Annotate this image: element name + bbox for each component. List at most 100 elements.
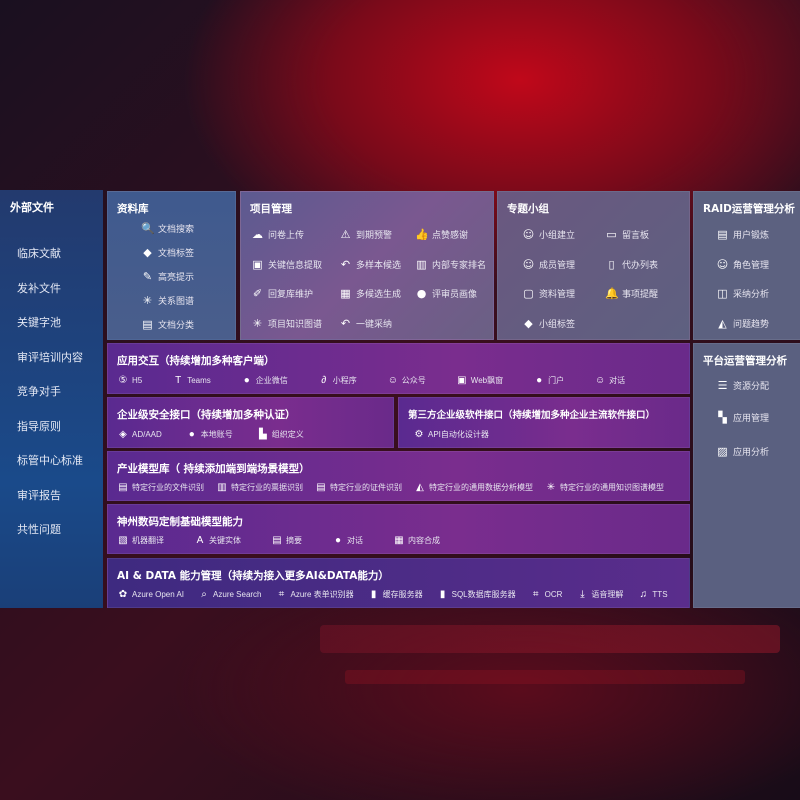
panel-title: 专题小组 [507,203,549,215]
sidebar-item[interactable]: 临床文献 [17,247,61,260]
feature-item[interactable]: ☺ 小组建立 [522,228,575,241]
feature-label: 特定行业的文件识别 [132,483,204,492]
sidebar-item[interactable]: 竞争对手 [17,385,61,398]
feature-item[interactable]: ▤ 特定行业的证件识别 [315,482,402,493]
feature-item[interactable]: ♫ TTS [637,589,668,600]
feature-item[interactable]: ⑤ H5 [117,375,143,386]
reply-icon: ↶ [340,317,351,330]
feature-item[interactable]: ✳ 关系图谱 [141,294,194,307]
feature-item[interactable]: ▙ 组织定义 [257,429,304,440]
id-card-icon: ▤ [717,228,728,241]
feature-item[interactable]: ☺ 对话 [594,375,625,386]
feature-item[interactable]: ▚ 应用管理 [716,411,769,424]
alarm-icon: ⚠ [340,228,351,241]
feature-item[interactable]: ▥ 内部专家排名 [415,258,486,271]
feature-item[interactable]: ◈ AD/AAD [117,429,162,440]
feature-label: 成员管理 [539,261,576,271]
feature-item[interactable]: ☁ 问卷上传 [251,228,304,241]
feature-item[interactable]: 🔔 事项提醒 [605,287,658,300]
feature-item[interactable]: ✿ Azure Open AI [117,589,184,600]
feature-label: 问题趋势 [733,320,770,330]
sidebar-item[interactable]: 标管中心标准 [17,454,83,467]
feature-item[interactable]: ▭ 留言板 [605,228,649,241]
feature-item[interactable]: ◭ 问题趋势 [716,317,769,330]
feature-item[interactable]: ↶ 一键采纳 [339,317,392,330]
sidebar-item[interactable]: 关键字池 [17,316,61,329]
panel-security: 企业级安全接口（持续增加多种认证） ◈ AD/AAD ● 本地账号 ▙ 组织定义 [107,397,394,448]
feature-label: 多候选生成 [356,290,402,300]
feature-item[interactable]: ▦ 内容合成 [393,535,440,546]
feature-item[interactable]: ⤓ 语音理解 [576,589,623,600]
feature-label: 小组标签 [539,320,576,330]
feature-item[interactable]: ▤ 用户锻炼 [716,228,769,241]
feature-item[interactable]: ● 对话 [332,535,363,546]
sidebar-item[interactable]: 发补文件 [17,281,61,295]
feature-item[interactable]: ▨ 应用分析 [716,445,769,458]
feature-item[interactable]: ✳ 项目知识图谱 [251,317,322,330]
feature-item[interactable]: ● 评审员画像 [415,287,477,300]
feature-label: TTS [652,590,668,599]
feature-item[interactable]: ✎ 高亮提示 [141,270,194,283]
feature-label: 关键实体 [209,536,241,545]
feature-item[interactable]: ◆ 文档标签 [141,246,194,259]
feature-item[interactable]: ⌗ Azure 表单识别器 [276,589,354,600]
feature-item[interactable]: ▤ 特定行业的文件识别 [117,482,204,493]
feature-item[interactable]: ▥ 特定行业的票据识别 [216,482,303,493]
feature-item[interactable]: ◆ 小组标签 [522,317,575,330]
feature-label: Azure Search [213,590,262,599]
sidebar-item[interactable]: 指导原则 [17,419,61,433]
feature-item[interactable]: ▤ 文档分类 [141,318,194,331]
sidebar-item[interactable]: 共性问题 [17,523,61,536]
sidebar-item[interactable]: 审评培训内容 [17,350,83,364]
gear-icon: ⚙ [414,429,424,440]
feature-item[interactable]: ☺ 成员管理 [522,258,575,271]
feature-label: 本地账号 [200,430,233,439]
feature-item[interactable]: ▣ Web飘窗 [456,375,503,386]
feature-label: 小组建立 [539,231,576,241]
feature-label: 小程序 [332,376,357,385]
feature-item[interactable]: ▯ 代办列表 [605,258,658,271]
feature-label: 特定行业的通用知识图谱模型 [560,483,664,492]
feature-item[interactable]: ◭ 特定行业的通用数据分析模型 [414,482,533,493]
panel-platform: 平台运营管理分析 ☰ 资源分配 ▚ 应用管理 ▨ 应用分析 [693,343,800,608]
feature-item[interactable]: ✳ 特定行业的通用知识图谱模型 [545,482,664,493]
receipt-icon: ▥ [217,482,227,493]
feature-item[interactable]: ● 企业微信 [241,375,288,386]
feature-item[interactable]: ▮ 缓存服务器 [368,589,423,600]
feature-item[interactable]: ↶ 多样本候选 [339,258,401,271]
feature-item[interactable]: ● 门户 [533,375,564,386]
feature-item[interactable]: ◫ 采纳分析 [716,287,769,300]
users-icon: ☺ [716,258,729,271]
feature-item[interactable]: 👍 点赞感谢 [415,228,468,241]
feature-item[interactable]: ☺ 公众号 [387,375,426,386]
feature-item[interactable]: ▮ SQL数据库服务器 [437,589,516,600]
feature-item[interactable]: ▦ 多候选生成 [339,287,401,300]
feature-item[interactable]: 🔍 文档搜索 [141,222,194,235]
trend-icon: ◭ [718,317,727,330]
feature-item[interactable]: ⌗ OCR [530,589,563,600]
feature-item[interactable]: ▢ 资料管理 [522,287,575,300]
panel-thirdparty: 第三方企业级软件接口（持续增加多种企业主流软件接口） ⚙ API自动化设计器 [398,397,690,448]
feature-item[interactable]: ☰ 资源分配 [716,379,769,392]
reply-icon: ↶ [340,258,351,271]
feature-item[interactable]: ⚙ API自动化设计器 [413,429,489,440]
feature-label: 事项提醒 [622,290,659,300]
feature-item[interactable]: ⌕ Azure Search [198,589,261,600]
feature-item[interactable]: ▣ 关键信息提取 [251,258,322,271]
sidebar-item[interactable]: 审评报告 [17,488,61,502]
thumbs-up-icon: 👍 [415,228,429,241]
feature-item[interactable]: T Teams [172,375,211,386]
feature-item[interactable]: ▧ 机器翻译 [117,535,164,546]
feature-item[interactable]: A 关键实体 [194,535,241,546]
feature-item[interactable]: ⚠ 到期预警 [339,228,392,241]
background-shape [320,625,780,653]
qa-icon: ◫ [717,287,728,300]
user-add-icon: ☺ [522,258,535,271]
feature-item[interactable]: ● 本地账号 [186,429,233,440]
panel-title: 资料库 [117,203,149,215]
feature-item[interactable]: ☺ 角色管理 [716,258,769,271]
feature-item[interactable]: ▤ 摘要 [271,535,302,546]
feature-item[interactable]: ✐ 回复库维护 [251,287,313,300]
feature-label: 特定行业的证件识别 [330,483,402,492]
feature-item[interactable]: ∂ 小程序 [318,375,357,386]
